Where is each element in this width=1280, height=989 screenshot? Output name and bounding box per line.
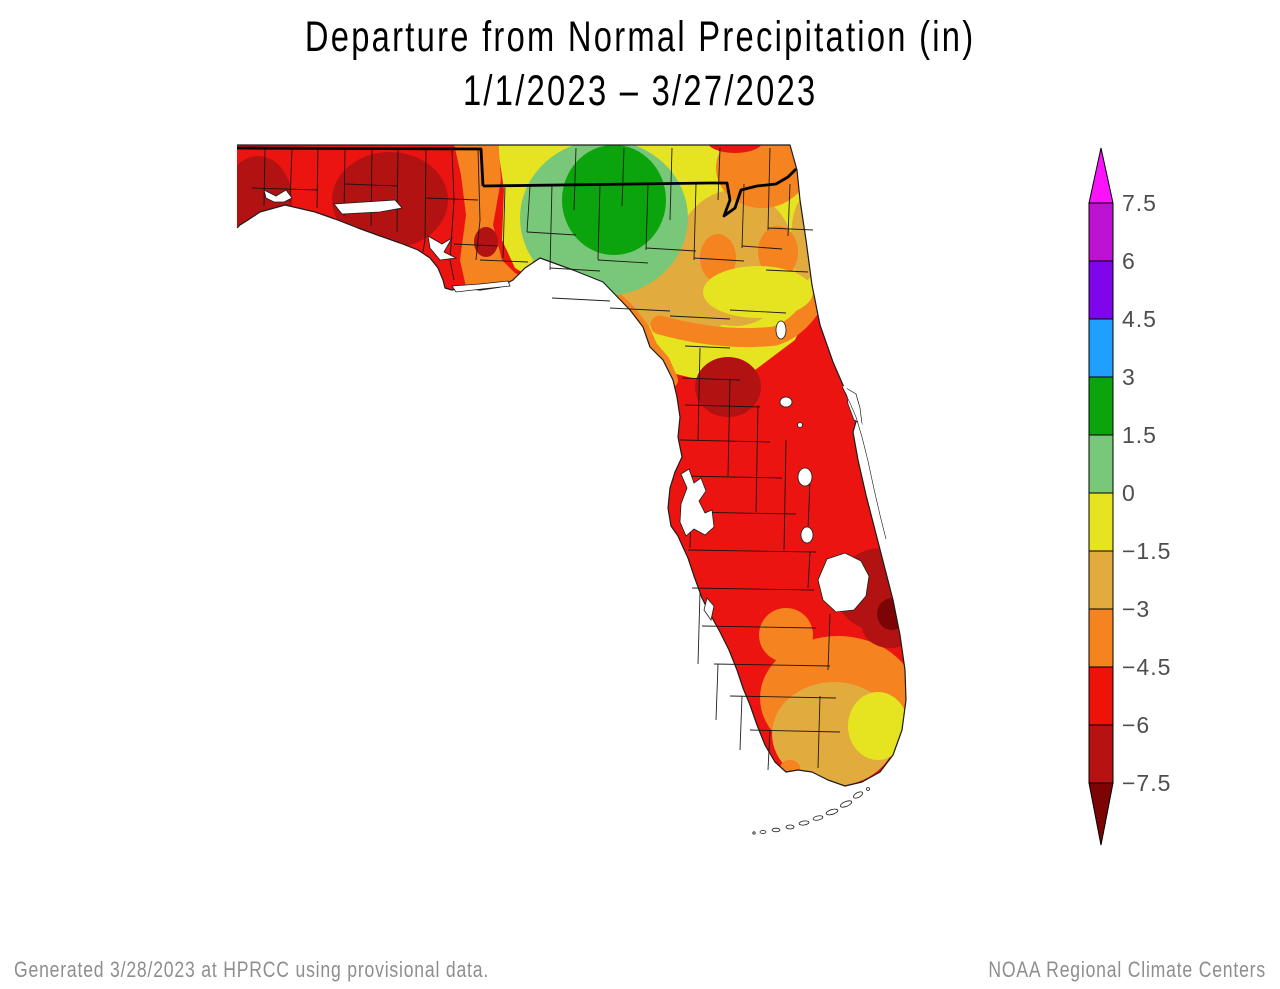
svg-text:−7.5: −7.5 — [1122, 770, 1171, 796]
water-bodies — [263, 189, 870, 621]
georgia-border — [482, 168, 797, 218]
florida-keys — [752, 787, 870, 835]
svg-text:3: 3 — [1122, 364, 1136, 390]
charlotte-harbor — [703, 597, 715, 621]
florida-coastline — [236, 144, 907, 787]
region-yellow-miami — [848, 692, 906, 760]
lake-george — [775, 320, 787, 340]
colorbar-tick-labels: 7.5 6 4.5 3 1.5 0 −1.5 −3 −4.5 −6 −7.5 — [1122, 190, 1171, 796]
svg-text:1.5: 1.5 — [1122, 422, 1157, 448]
pensacola-bay — [263, 189, 293, 203]
svg-text:7.5: 7.5 — [1122, 190, 1157, 216]
noaa-caption: NOAA Regional Climate Centers — [988, 957, 1266, 982]
lake-istokpoga — [800, 526, 814, 544]
colorbar-arrow-top — [1088, 147, 1114, 204]
region-yellow-palatka — [703, 266, 813, 318]
svg-text:−1.5: −1.5 — [1122, 538, 1171, 564]
colorbar-arrow-bottom — [1088, 782, 1114, 846]
map-title: Departure from Normal Precipitation (in)… — [0, 10, 1280, 118]
lake-apopka — [779, 396, 793, 408]
choctawhatchee-bay — [333, 199, 403, 215]
st-andrew-bay — [427, 235, 458, 261]
precipitation-color-field — [237, 145, 906, 786]
region-maroon-spot — [877, 598, 906, 630]
svg-text:−4.5: −4.5 — [1122, 654, 1171, 680]
state-borders — [236, 146, 797, 218]
svg-text:−6: −6 — [1122, 712, 1150, 738]
title-line-1: Departure from Normal Precipitation (in) — [304, 13, 976, 61]
svg-text:6: 6 — [1122, 248, 1136, 274]
generated-caption: Generated 3/28/2023 at HPRCC using provi… — [14, 957, 490, 982]
svg-text:0: 0 — [1122, 480, 1136, 506]
precipitation-colorbar: 7.5 6 4.5 3 1.5 0 −1.5 −3 −4.5 −6 −7.5 — [1088, 147, 1171, 846]
tampa-bay — [679, 468, 715, 537]
svg-text:−3: −3 — [1122, 596, 1150, 622]
lake-okeechobee — [817, 552, 870, 613]
orange-transition-band — [650, 285, 828, 348]
region-red-top-ne — [707, 145, 763, 153]
small-lake — [797, 422, 803, 428]
alabama-border — [236, 146, 485, 187]
colorbar-segments — [1088, 202, 1114, 784]
lake-kissimmee — [797, 467, 813, 487]
florida-precipitation-map — [236, 144, 907, 835]
title-line-2: 1/1/2023 – 3/27/2023 — [462, 67, 818, 115]
region-dark-green — [562, 145, 666, 255]
apalachicola-bay — [451, 280, 511, 293]
indian-river-lagoon — [841, 385, 890, 540]
svg-text:4.5: 4.5 — [1122, 306, 1157, 332]
